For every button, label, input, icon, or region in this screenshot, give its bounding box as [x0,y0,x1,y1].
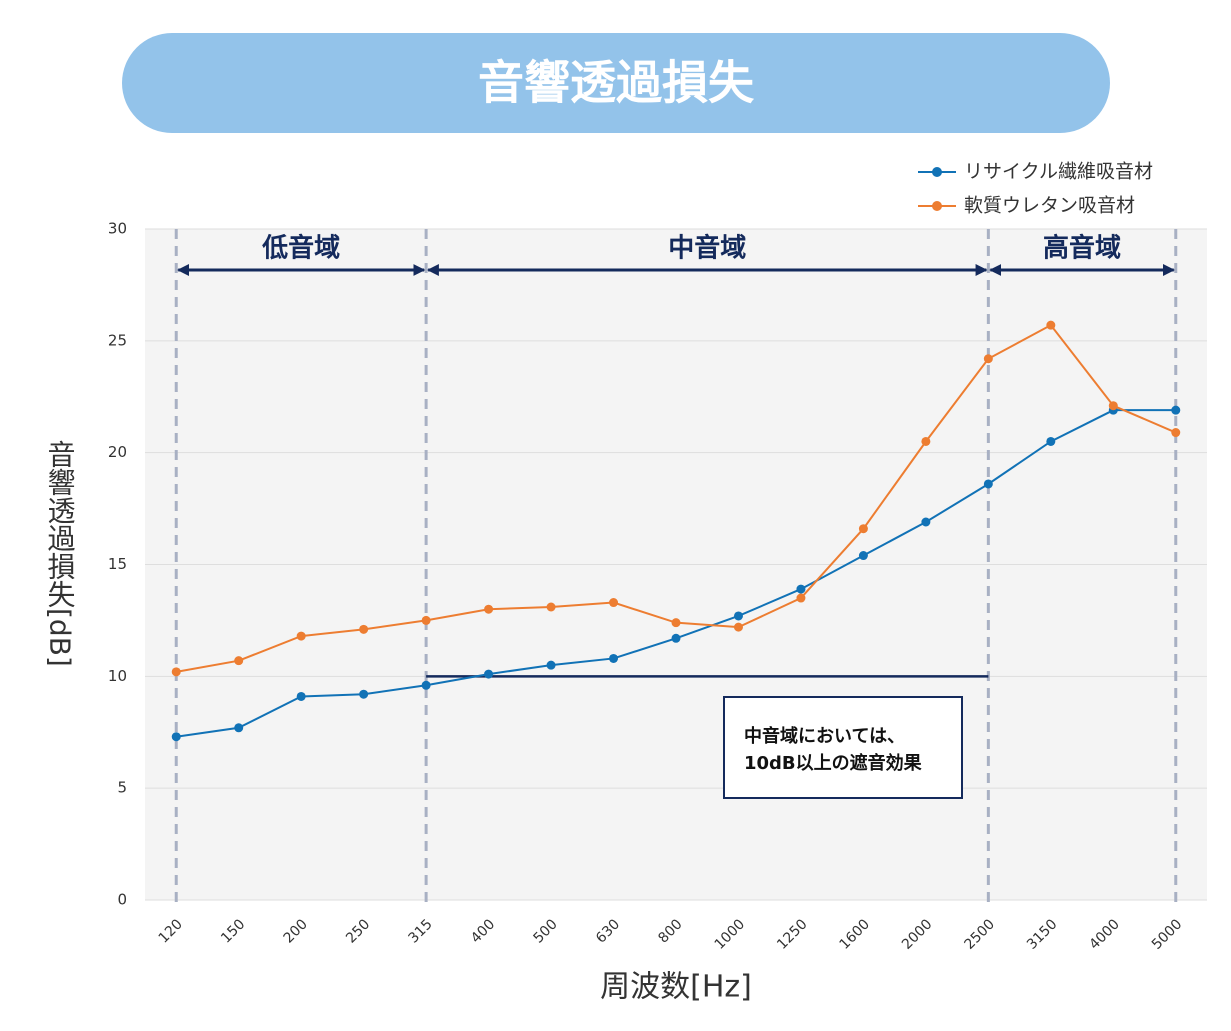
y-tick-label: 0 [117,891,127,909]
x-tick-label: 250 [343,916,373,946]
region-label: 中音域 [668,233,746,264]
data-point [609,598,619,608]
y-axis-label: 音響透過損失[dB] [44,440,77,667]
x-axis-label: 周波数[Hz] [600,970,752,1005]
region-label: 高音域 [1043,233,1121,264]
x-tick-label: 150 [218,916,248,946]
data-point [484,604,494,614]
data-point [921,436,931,446]
x-tick-label: 120 [156,916,186,946]
data-point [234,723,244,733]
data-point [671,633,681,643]
data-point [796,593,806,603]
x-tick-label: 2000 [899,916,936,953]
chart-title: 音響透過損失 [478,56,755,110]
data-point [796,584,806,594]
y-tick-label: 15 [108,555,127,573]
x-tick-label: 1250 [774,916,811,953]
y-tick-label: 25 [108,331,127,349]
data-point [671,618,681,628]
annotation-box [723,696,963,799]
annotation-text: 10dB以上の遮音効果 [744,752,923,774]
legend-marker [932,167,942,177]
data-point [421,680,431,690]
data-point [421,615,431,625]
region-label: 低音域 [261,233,340,264]
x-tick-label: 5000 [1149,916,1186,953]
data-point [546,660,556,670]
x-tick-label: 800 [655,916,685,946]
data-point [359,689,369,699]
legend-label: 軟質ウレタン吸音材 [964,195,1135,217]
legend-marker [932,201,942,211]
x-tick-label: 1000 [712,916,749,953]
data-point [296,691,306,701]
data-point [546,602,556,612]
data-point [983,354,993,364]
y-tick-label: 30 [108,220,127,238]
data-point [858,551,868,561]
data-point [921,517,931,527]
data-point [484,669,494,679]
data-point [171,667,181,677]
data-point [1046,436,1056,446]
x-tick-label: 315 [406,916,436,946]
annotation-text: 中音域においては、 [744,725,905,747]
x-tick-label: 1600 [837,916,874,953]
title-banner [122,33,1110,133]
x-tick-label: 500 [530,916,560,946]
data-point [296,631,306,641]
y-tick-label: 20 [108,443,127,461]
data-point [359,624,369,634]
x-tick-label: 200 [281,916,311,946]
x-tick-label: 630 [593,916,623,946]
data-point [1046,320,1056,330]
data-point [1171,428,1181,438]
x-tick-label: 3150 [1024,916,1061,953]
x-tick-label: 4000 [1086,916,1123,953]
data-point [609,653,619,663]
x-tick-label: 400 [468,916,498,946]
data-point [1108,401,1118,411]
data-point [858,524,868,534]
data-point [1171,405,1181,415]
data-point [733,622,743,632]
x-tick-label: 2500 [961,916,998,953]
y-tick-label: 10 [108,667,127,685]
data-point [733,611,743,621]
data-point [171,732,181,742]
data-point [983,479,993,489]
legend-label: リサイクル繊維吸音材 [964,161,1153,183]
y-tick-label: 5 [117,779,127,797]
data-point [234,656,244,666]
